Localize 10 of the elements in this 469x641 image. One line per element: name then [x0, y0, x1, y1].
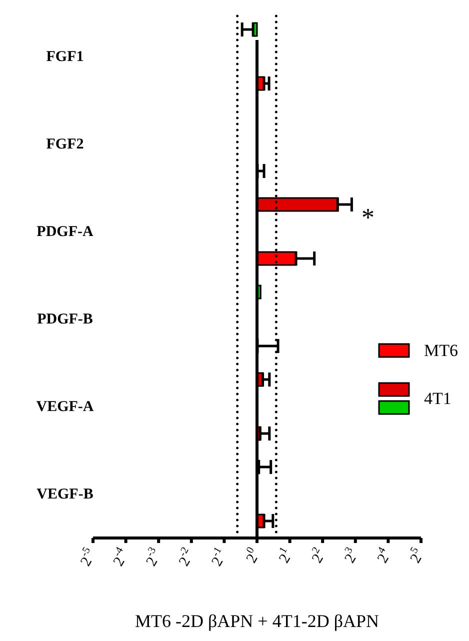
y-tick-label: PDGF-B	[37, 311, 93, 328]
y-tick-label: FGF2	[46, 136, 84, 152]
y-tick-label: PDGF-A	[36, 224, 94, 240]
legend-label: 4T1	[424, 388, 452, 408]
y-tick-label: VEGF-B	[36, 486, 94, 502]
legend-label: MT6	[424, 340, 458, 360]
y-tick-label: VEGF-A	[36, 398, 94, 415]
annotation: *	[362, 202, 374, 232]
x-axis-title: MT6 -2D βAPN + 4T1-2D βAPN	[135, 611, 379, 631]
y-tick-label: FGF1	[46, 48, 84, 65]
